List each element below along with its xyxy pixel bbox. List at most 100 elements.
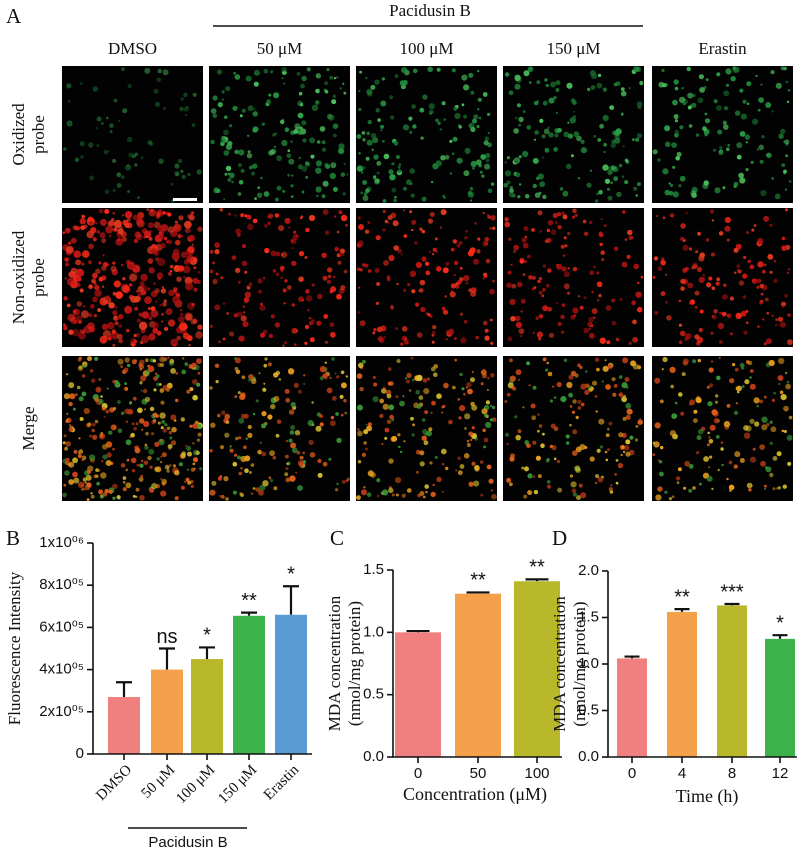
cell [541, 134, 546, 139]
cell [167, 466, 170, 469]
cell [605, 458, 609, 462]
cell [84, 481, 87, 484]
cell [94, 284, 100, 291]
cell [434, 237, 438, 241]
cell [73, 226, 78, 230]
cell [605, 384, 611, 390]
cell [456, 243, 461, 248]
cell [520, 298, 526, 304]
cell [125, 468, 129, 472]
cell [376, 161, 382, 166]
cell [234, 214, 237, 217]
cell [635, 194, 638, 197]
cell [245, 75, 252, 82]
cell [260, 176, 263, 180]
cell [101, 460, 104, 463]
cell [514, 116, 518, 120]
cell [290, 425, 296, 430]
cell [143, 420, 150, 428]
cell [299, 455, 304, 460]
cell [564, 244, 568, 248]
cell [116, 172, 122, 178]
cell [712, 148, 717, 152]
cell [291, 303, 295, 307]
cell [169, 264, 174, 269]
bar [151, 669, 183, 754]
cell [139, 463, 144, 468]
cell [562, 214, 568, 220]
cell [781, 245, 787, 251]
cell [363, 192, 368, 196]
cell [623, 394, 626, 398]
cell [580, 402, 585, 407]
cell [726, 404, 731, 408]
micrograph-background [503, 208, 644, 347]
cell [788, 415, 793, 420]
cell [65, 245, 75, 255]
cell [432, 325, 437, 330]
cell [696, 336, 704, 344]
cell [402, 79, 408, 86]
cell [362, 138, 366, 142]
cell [531, 275, 537, 280]
cell [156, 382, 160, 387]
cell [379, 398, 385, 404]
panel-label: A [6, 4, 22, 28]
cell [175, 398, 179, 403]
cell [786, 100, 790, 104]
cell [82, 250, 90, 258]
cell [690, 190, 697, 197]
cell [411, 219, 417, 225]
cell [485, 400, 490, 405]
cell [102, 454, 108, 460]
cell [514, 74, 521, 82]
cell [157, 225, 164, 232]
cell [429, 461, 433, 465]
cell [485, 152, 491, 159]
cell [743, 330, 748, 335]
cell [714, 187, 721, 194]
cell [373, 154, 379, 160]
cell [243, 296, 250, 303]
cell [765, 102, 772, 108]
row-label: Non-oxidized [9, 230, 28, 324]
cell [750, 484, 753, 487]
cell [621, 396, 627, 403]
cell [761, 135, 765, 139]
cell [118, 384, 121, 387]
cell [223, 476, 229, 482]
cell [174, 470, 180, 476]
cell [148, 316, 153, 321]
cell [170, 440, 177, 446]
cell [685, 333, 692, 340]
cell [252, 218, 258, 224]
cell [759, 444, 765, 450]
cell [451, 68, 456, 73]
cell [673, 79, 679, 85]
cell [557, 487, 563, 493]
cell [309, 452, 316, 458]
cell [733, 247, 739, 253]
cell [233, 71, 237, 75]
cell [461, 387, 465, 391]
cell [671, 142, 677, 149]
cell [510, 263, 513, 266]
row-label: probe [29, 258, 48, 297]
cell [252, 163, 258, 169]
cell [186, 389, 191, 394]
cell [561, 330, 565, 334]
cell [108, 430, 113, 435]
y-tick-label: 8x10⁰⁵ [39, 576, 84, 593]
cell [391, 187, 397, 193]
cell [384, 219, 389, 224]
cell [373, 382, 378, 387]
cell [571, 410, 576, 414]
cell [363, 441, 367, 445]
cell [771, 177, 774, 180]
cell [464, 413, 471, 420]
cell [275, 433, 280, 438]
cell [440, 448, 447, 455]
cell [536, 99, 540, 103]
cell [738, 280, 745, 286]
cell [334, 246, 339, 252]
